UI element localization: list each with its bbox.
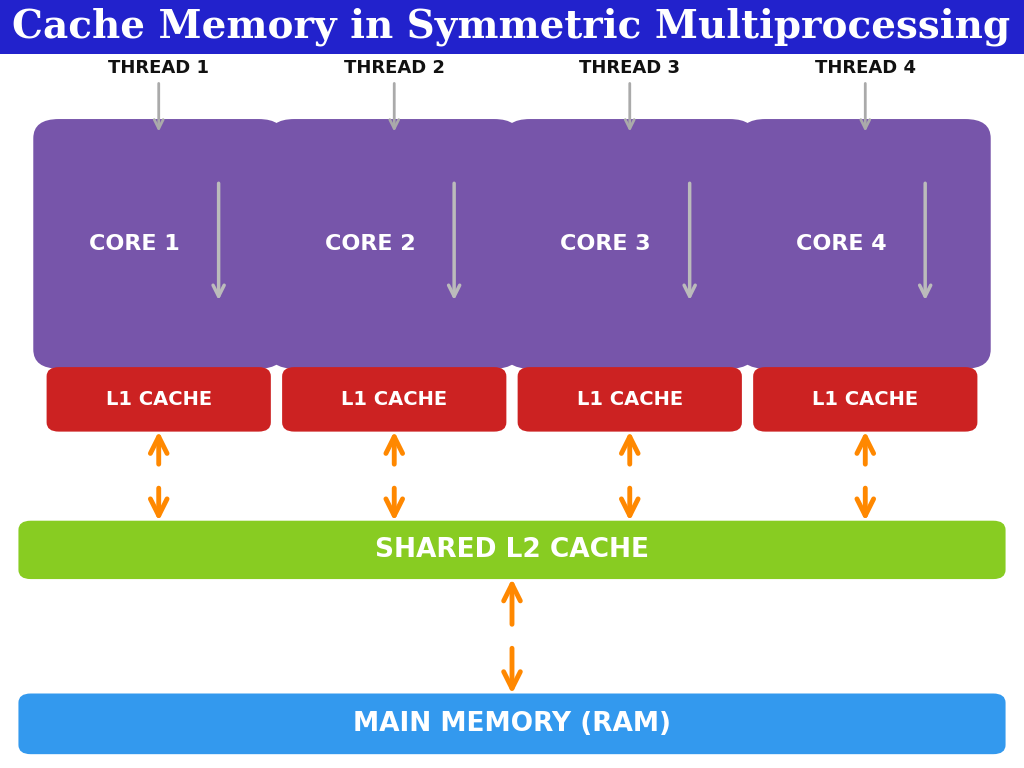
FancyBboxPatch shape	[0, 0, 1024, 54]
Text: THREAD 2: THREAD 2	[344, 59, 444, 77]
FancyBboxPatch shape	[282, 367, 506, 432]
Text: L1 CACHE: L1 CACHE	[577, 390, 683, 409]
Text: CORE 2: CORE 2	[325, 233, 416, 254]
FancyBboxPatch shape	[18, 694, 1006, 754]
FancyBboxPatch shape	[753, 367, 977, 432]
Text: L1 CACHE: L1 CACHE	[105, 390, 212, 409]
Text: CORE 4: CORE 4	[796, 233, 887, 254]
Text: Cache Memory in Symmetric Multiprocessing System (SMP): Cache Memory in Symmetric Multiprocessin…	[12, 8, 1024, 46]
FancyBboxPatch shape	[18, 521, 1006, 579]
Text: MAIN MEMORY (RAM): MAIN MEMORY (RAM)	[353, 711, 671, 737]
Text: THREAD 4: THREAD 4	[815, 59, 915, 77]
FancyBboxPatch shape	[268, 119, 519, 369]
Text: THREAD 3: THREAD 3	[580, 59, 680, 77]
Text: CORE 3: CORE 3	[560, 233, 651, 254]
Text: L1 CACHE: L1 CACHE	[812, 390, 919, 409]
FancyBboxPatch shape	[504, 119, 755, 369]
FancyBboxPatch shape	[517, 367, 741, 432]
Text: THREAD 1: THREAD 1	[109, 59, 209, 77]
FancyBboxPatch shape	[33, 119, 284, 369]
Text: SHARED L2 CACHE: SHARED L2 CACHE	[375, 537, 649, 563]
FancyBboxPatch shape	[739, 119, 990, 369]
Text: CORE 1: CORE 1	[89, 233, 180, 254]
FancyBboxPatch shape	[47, 367, 270, 432]
Text: L1 CACHE: L1 CACHE	[341, 390, 447, 409]
